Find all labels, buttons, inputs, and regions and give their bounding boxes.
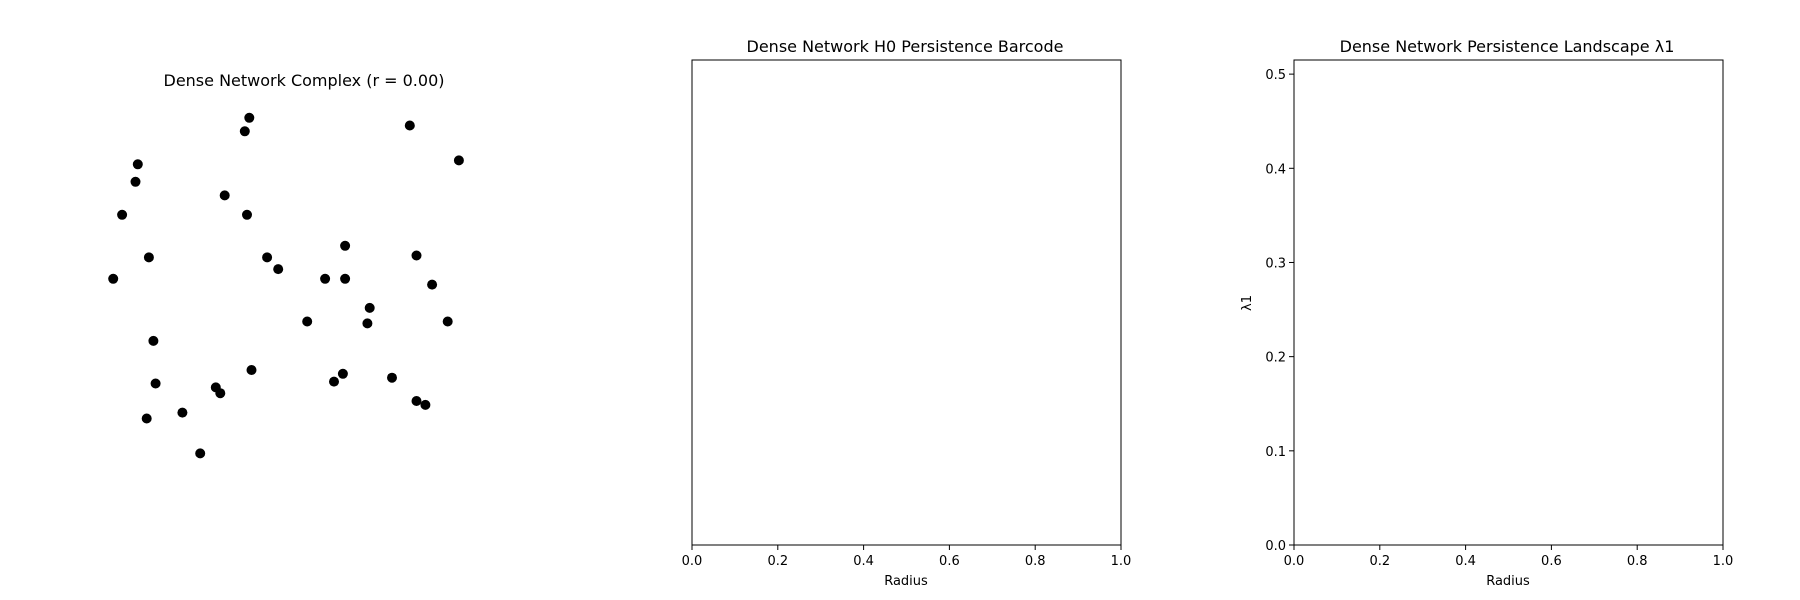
network-point [239,126,250,137]
x-tick-label: 0.0 [1284,554,1305,569]
network-point [242,209,252,220]
barcode-title: Dense Network H0 Persistence Barcode [747,37,1064,56]
network-point [219,190,230,201]
network-point [273,264,284,275]
barcode-panel: Dense Network H0 Persistence Barcode 0.0… [682,37,1132,589]
network-point [442,316,453,327]
landscape-x-ticks: 0.0 0.2 0.4 0.6 0.8 1.0 [1284,545,1734,569]
network-point [340,273,351,284]
landscape-title: Dense Network Persistence Landscape λ1 [1340,37,1675,56]
network-point [364,302,375,313]
landscape-y-ticks: 0.0 0.1 0.2 0.3 0.4 0.5 [1265,68,1294,554]
network-point [177,407,188,418]
network-point [132,159,143,170]
landscape-x-label: Radius [1486,574,1530,589]
network-complex-title: Dense Network Complex (r = 0.00) [164,71,445,90]
y-tick-label: 0.1 [1265,445,1286,460]
x-tick-label: 0.8 [1025,554,1046,569]
barcode-x-ticks: 0.0 0.2 0.4 0.6 0.8 1.0 [682,545,1132,569]
y-tick-label: 0.2 [1265,351,1286,366]
network-point [150,378,161,389]
network-point [320,273,331,284]
network-point [215,388,226,399]
network-point [329,376,339,387]
landscape-plot-area [1293,59,1724,546]
x-tick-label: 0.4 [853,554,874,569]
network-point [108,273,119,284]
x-tick-label: 1.0 [1111,554,1132,569]
network-points [108,112,464,459]
x-tick-label: 0.2 [767,554,788,569]
x-tick-label: 1.0 [1713,554,1734,569]
network-point [420,399,431,410]
network-point [387,372,397,383]
network-point [411,396,422,406]
barcode-x-label: Radius [884,574,928,589]
network-complex-panel: Dense Network Complex (r = 0.00) [108,71,464,459]
network-point [427,279,438,290]
x-tick-label: 0.6 [939,554,960,569]
network-point [404,120,415,131]
network-point [246,365,257,375]
network-point [302,316,313,327]
network-point [130,176,141,187]
landscape-y-label: λ1 [1240,295,1255,311]
x-tick-label: 0.4 [1455,554,1476,569]
network-point [411,250,422,261]
x-tick-label: 0.8 [1627,554,1648,569]
y-tick-label: 0.4 [1265,162,1286,177]
landscape-panel: Dense Network Persistence Landscape λ1 0… [1240,37,1733,589]
x-tick-label: 0.0 [682,554,703,569]
network-point [453,155,464,166]
network-point [362,318,373,329]
network-point [148,335,159,346]
network-point [141,413,152,424]
y-tick-label: 0.0 [1265,539,1286,554]
y-tick-label: 0.3 [1265,256,1286,271]
network-point [143,252,154,263]
network-point [195,448,206,459]
x-tick-label: 0.2 [1369,554,1390,569]
network-point [337,368,348,379]
y-tick-label: 0.5 [1265,68,1286,83]
network-point [244,112,255,123]
x-tick-label: 0.6 [1541,554,1562,569]
network-point [340,240,351,251]
network-point [262,252,273,263]
network-point [117,209,128,220]
barcode-plot-area [691,59,1122,546]
